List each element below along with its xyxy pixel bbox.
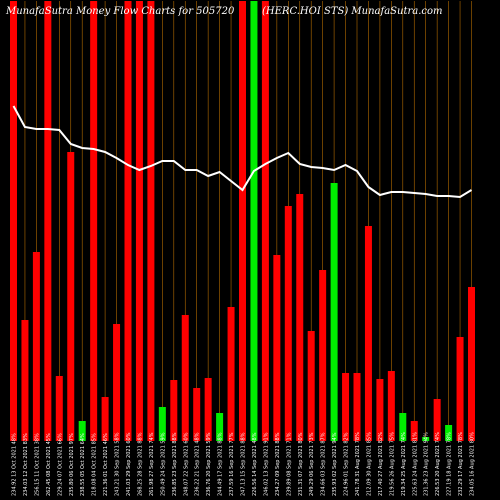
x-tick-label: 234.66 03 Sep 2021 87% <box>321 432 327 496</box>
x-tick-label: 235.80 06 Oct 2021 97% <box>69 433 75 496</box>
bar <box>227 307 235 441</box>
bar <box>216 413 224 441</box>
bar <box>261 1 269 441</box>
x-tick-label: 250.49 24 Sep 2021 59% <box>160 432 166 496</box>
x-tick-label: 247.13 15 Sep 2021 88% <box>241 432 247 496</box>
bar <box>376 379 384 441</box>
chart-title-right: (HERC.HOI STS) MunafaSutra.com <box>262 6 443 17</box>
x-tick-label: 219.34 25 Aug 2021 74% <box>401 432 407 496</box>
bar <box>181 315 189 441</box>
bars <box>10 1 475 441</box>
x-tick-label: 226.53 20 Aug 2021 74% <box>435 432 441 496</box>
x-tick-label: 246.02 13 Sep 2021 91% <box>263 432 269 496</box>
money-flow-line <box>12 105 473 199</box>
x-tick-label: 212.09 30 Aug 2021 85% <box>366 432 372 496</box>
bar <box>399 413 407 441</box>
bar <box>250 1 258 441</box>
x-tick-label: 248.07 22 Sep 2021 60% <box>183 432 189 496</box>
bar <box>32 252 40 441</box>
bar <box>101 397 109 441</box>
bar <box>67 152 75 441</box>
bar <box>113 324 121 441</box>
bar <box>456 337 464 441</box>
bar <box>147 1 155 441</box>
bar <box>124 1 132 441</box>
x-tick-label: 236.85 23 Sep 2021 88% <box>172 432 178 496</box>
x-tick-label: 268.25 28 Sep 2021 88% <box>137 432 143 496</box>
bar <box>445 425 453 441</box>
x-tick-label: 218.08 04 Oct 2021 85% <box>92 433 98 496</box>
x-tick-label: 219.56 26 Aug 2021 75% <box>389 432 395 496</box>
x-tick-label: 229.24 07 Oct 2021 66% <box>57 433 63 496</box>
x-tick-label: 224.96 01 Sep 2021 82% <box>344 432 350 496</box>
x-tick-label: 231.31 07 Sep 2021 80% <box>298 432 304 496</box>
x-tick-label: 231.36 23 Aug 2021 94% <box>424 432 430 496</box>
bar <box>135 1 143 441</box>
bar <box>239 1 246 441</box>
bar <box>468 287 475 441</box>
x-tick-label: 262.45 08 Oct 2021 45% <box>46 433 52 496</box>
bar <box>364 226 372 441</box>
x-tick-label: 249.29 06 Sep 2021 73% <box>309 432 315 496</box>
x-tick-label: 226.56 14 Sep 2021 48% <box>252 432 258 496</box>
x-tick-label: 244.49 17 Sep 2021 88% <box>218 432 224 496</box>
chart-title-left: MunafaSutra Money Flow Charts for 505720 <box>5 6 235 17</box>
bar <box>330 183 338 441</box>
x-tick-label: 227.19 18 Aug 2021 78% <box>447 432 453 496</box>
x-tick-label: 241.78 31 Aug 2021 78% <box>355 432 361 496</box>
bar <box>296 194 304 441</box>
x-tick-label: 237.59 16 Sep 2021 77% <box>229 432 235 496</box>
bar <box>410 421 418 441</box>
bar <box>21 320 29 441</box>
bar <box>55 376 63 441</box>
x-tick-label: 239.89 08 Sep 2021 71% <box>286 432 292 496</box>
x-tick-label: 236.22 21 Sep 2021 48% <box>195 432 201 496</box>
x-tick-label: 234.05 16 Aug 2021 80% <box>470 432 476 496</box>
bar <box>204 378 212 441</box>
x-tick-label: 256.15 11 Oct 2021 38% <box>34 433 40 496</box>
bar <box>170 380 178 441</box>
bar <box>158 407 166 441</box>
bar <box>78 421 86 441</box>
tick-labels: 234.92 13 Oct 2021 48% 234.03 12 Oct 2021… <box>12 432 476 496</box>
x-tick-label: 234.27 09 Sep 2021 88% <box>275 432 281 496</box>
x-tick-label: 241.03 29 Sep 2021 60% <box>126 432 132 496</box>
x-tick-label: 234.03 12 Oct 2021 83% <box>23 433 29 496</box>
x-tick-label: 221.36 01 Oct 2021 46% <box>103 433 109 496</box>
bar <box>422 437 430 441</box>
x-tick-label: 217.40 27 Aug 2021 82% <box>378 432 384 496</box>
x-tick-label: 234.92 13 Oct 2021 48% <box>12 433 18 496</box>
bar <box>284 206 292 441</box>
x-tick-label: 238.55 05 Oct 2021 64% <box>80 433 86 496</box>
bar <box>353 373 361 441</box>
x-tick-label: 225.63 24 Aug 2021 81% <box>412 432 418 496</box>
bar <box>273 255 281 441</box>
x-tick-label: 232.29 17 Aug 2021 78% <box>458 432 464 496</box>
bar <box>319 270 327 441</box>
x-tick-label: 235.93 02 Sep 2021 94% <box>332 432 338 496</box>
bar <box>307 331 315 441</box>
bar <box>387 371 395 441</box>
bar <box>342 373 350 441</box>
x-tick-label: 236.76 20 Sep 2021 59% <box>206 432 212 496</box>
bar <box>193 388 201 441</box>
bar <box>10 1 17 441</box>
bar <box>433 399 441 441</box>
x-tick-label: 243.21 30 Sep 2021 58% <box>115 432 121 496</box>
x-tick-label: 261.98 27 Sep 2021 74% <box>149 432 155 496</box>
bar <box>44 1 52 441</box>
bar <box>90 1 98 441</box>
